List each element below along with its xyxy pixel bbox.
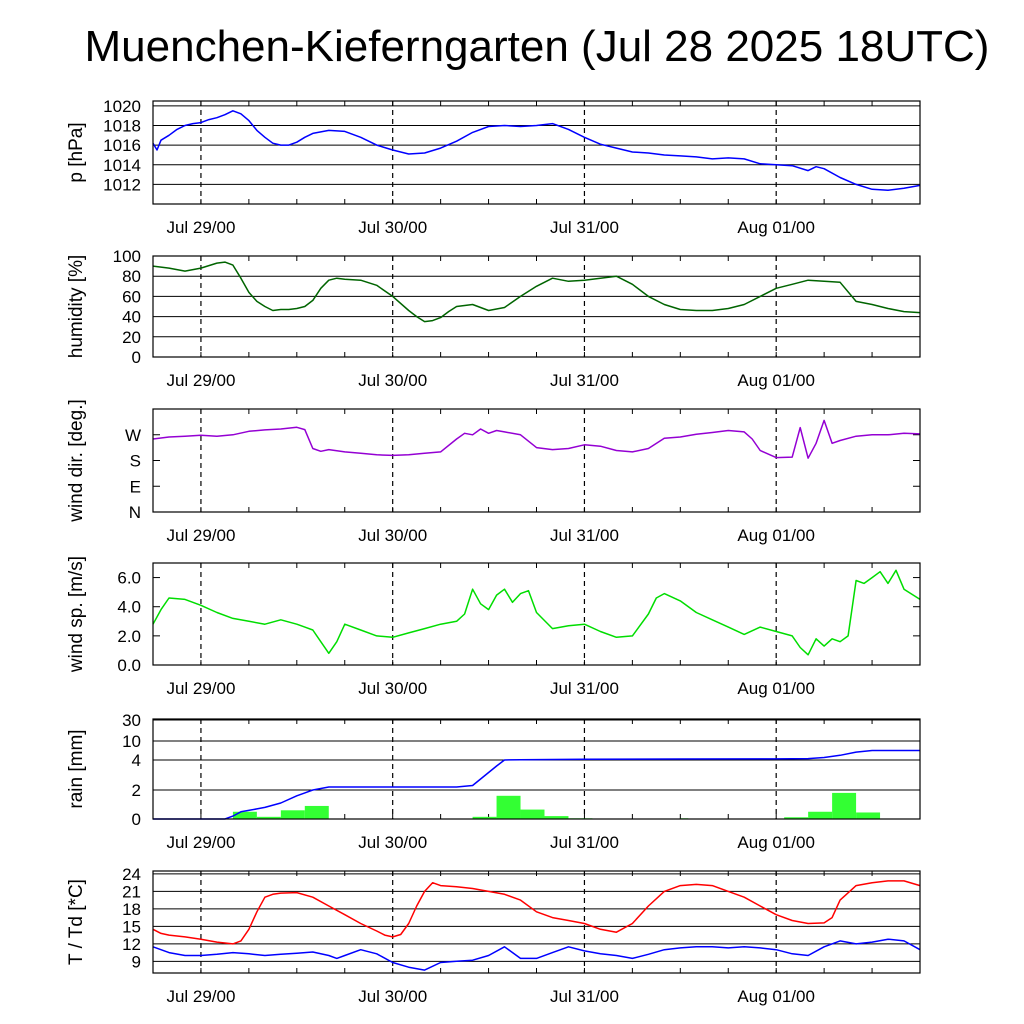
x-tick-label: Aug 01/00 (737, 371, 815, 390)
y-tick-label: 12 (122, 935, 141, 954)
x-tick-label: Jul 30/00 (358, 218, 427, 237)
y-tick-label: 2 (132, 781, 141, 800)
x-tick-label: Jul 31/00 (550, 371, 619, 390)
y-tick-label: 18 (122, 900, 141, 919)
y-tick-label: 2.0 (117, 627, 141, 646)
x-tick-label: Jul 30/00 (358, 371, 427, 390)
x-tick-label: Jul 31/00 (550, 218, 619, 237)
panel-rain: 0 2 410 30 Jul 29/00 Jul 30/00 Jul 31/00 Aug 01… (66, 711, 921, 852)
rain-bar (280, 810, 305, 819)
x-tick-label: Jul 31/00 (550, 987, 619, 1006)
y-tick-label: 0.0 (117, 656, 141, 675)
y-tick-label: 80 (122, 267, 141, 286)
y-tick-label: 9 (132, 952, 141, 971)
y-tick-label: 1012 (103, 175, 141, 194)
y-tick-label: 6.0 (117, 569, 141, 588)
y-tick-label: W (125, 426, 141, 445)
x-tick-label: Jul 31/00 (550, 526, 619, 545)
rain-bar (256, 816, 281, 819)
x-tick-label: Jul 29/00 (166, 833, 235, 852)
y-tick-label: 1014 (103, 156, 141, 175)
y-tick-label: N (129, 503, 141, 522)
x-tick-label: Aug 01/00 (737, 987, 815, 1006)
rain-bar (232, 811, 257, 819)
plot-frame (152, 408, 921, 513)
y-tick-label: 15 (122, 917, 141, 936)
wind-speed-series-line-0 (152, 569, 921, 656)
x-tick-label: Jul 29/00 (166, 679, 235, 698)
y-tick-label: 24 (122, 865, 141, 884)
chart-title: Muenchen-Kieferngarten (Jul 28 2025 18UT… (84, 22, 990, 71)
plot-frame (152, 100, 921, 205)
y-tick-label: 4.0 (117, 598, 141, 617)
humidity-series-line-0 (152, 261, 921, 323)
rain-bar (520, 809, 545, 819)
x-tick-label: Aug 01/00 (737, 679, 815, 698)
temperature-dewpoint-series-line-0 (152, 880, 921, 945)
y-axis-label: humidity [%] (66, 255, 87, 358)
rain-bar (496, 795, 521, 819)
y-tick-label: 1018 (103, 117, 141, 136)
y-axis-label: p [hPa] (66, 122, 87, 182)
rain-bar (784, 817, 809, 819)
y-axis-label: wind sp. [m/s] (66, 556, 87, 673)
plot-frame (152, 870, 921, 974)
y-tick-label: 100 (113, 247, 141, 266)
plot-frame (152, 562, 921, 666)
rain-bar (856, 812, 881, 819)
rain-bar (808, 811, 833, 819)
y-axis-label: rain [mm] (66, 729, 87, 808)
x-tick-label: Jul 31/00 (550, 679, 619, 698)
x-tick-label: Jul 30/00 (358, 526, 427, 545)
y-tick-label: 1020 (103, 97, 141, 116)
y-tick-label: 21 (122, 882, 141, 901)
rain-bar (832, 792, 857, 819)
temperature-dewpoint-series-line-1 (152, 938, 921, 971)
y-tick-label: 60 (122, 287, 141, 306)
x-tick-label: Jul 29/00 (166, 371, 235, 390)
rain-series-line-0 (153, 749, 920, 820)
y-tick-label: 20 (122, 328, 141, 347)
y-tick-label: 0 (132, 348, 141, 367)
x-tick-label: Jul 29/00 (166, 218, 235, 237)
plot-frame (152, 718, 921, 820)
y-tick-label: 4 (132, 751, 141, 770)
y-tick-label: 0 (132, 810, 141, 829)
pressure-series-line-0 (152, 110, 921, 192)
x-tick-label: Aug 01/00 (737, 218, 815, 237)
y-tick-label: E (130, 477, 141, 496)
x-tick-label: Jul 29/00 (166, 526, 235, 545)
wind-direction-series-line-0 (152, 419, 921, 459)
y-axis-label: T / Td [*C] (66, 879, 87, 965)
rain-bar (304, 805, 329, 819)
x-tick-label: Jul 31/00 (550, 833, 619, 852)
y-tick-label: 1016 (103, 136, 141, 155)
x-tick-label: Aug 01/00 (737, 833, 815, 852)
x-tick-label: Jul 30/00 (358, 833, 427, 852)
x-tick-label: Jul 30/00 (358, 987, 427, 1006)
rain-bar (472, 816, 497, 819)
y-tick-label: 10 (122, 732, 141, 751)
x-tick-label: Jul 30/00 (358, 679, 427, 698)
plot-frame (152, 255, 921, 358)
y-tick-label: S (130, 452, 141, 471)
rain-bar (544, 816, 569, 819)
y-tick-label: 30 (122, 711, 141, 730)
y-tick-label: 40 (122, 308, 141, 327)
x-tick-label: Aug 01/00 (737, 526, 815, 545)
y-axis-label: wind dir. [deg.] (66, 399, 87, 523)
panel-wind-speed: 0.0 2.0 4.0 6.0 Jul 29/00 Jul 30/00 Jul 31/00 A… (66, 556, 921, 698)
x-tick-label: Jul 29/00 (166, 987, 235, 1006)
